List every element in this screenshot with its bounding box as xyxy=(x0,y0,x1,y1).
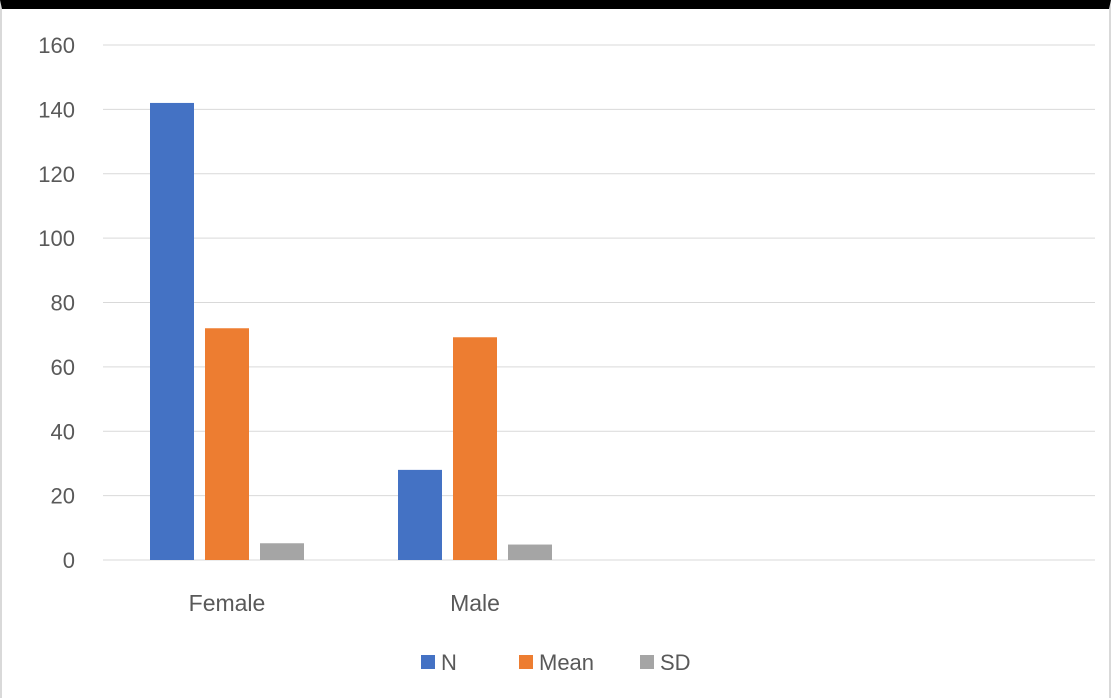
legend-swatch-sd xyxy=(640,655,654,669)
gridlines xyxy=(103,44,1095,561)
legend-swatch-n xyxy=(421,655,435,669)
bars xyxy=(150,102,552,560)
y-tick-label: 20 xyxy=(51,484,75,509)
legend-label-sd: SD xyxy=(660,650,691,675)
y-tick-label: 160 xyxy=(38,33,75,58)
bar-male-mean xyxy=(453,337,497,560)
bar-female-n xyxy=(150,102,194,560)
bar-male-sd xyxy=(508,544,552,560)
legend-label-n: N xyxy=(441,650,457,675)
legend-label-mean: Mean xyxy=(539,650,594,675)
y-tick-label: 120 xyxy=(38,162,75,187)
y-axis-tick-labels: 0 20 40 60 80 100 120 140 160 xyxy=(38,33,75,573)
x-category-label: Female xyxy=(189,590,266,616)
legend-swatch-mean xyxy=(519,655,533,669)
x-axis-category-labels: Female Male xyxy=(189,590,500,616)
y-tick-label: 60 xyxy=(51,355,75,380)
legend: N Mean SD xyxy=(421,650,691,675)
bar-male-n xyxy=(398,469,442,560)
bar-female-mean xyxy=(205,328,249,560)
y-tick-label: 80 xyxy=(51,291,75,316)
y-tick-label: 140 xyxy=(38,97,75,122)
y-tick-label: 0 xyxy=(63,548,75,573)
bar-female-sd xyxy=(260,543,304,560)
y-tick-label: 100 xyxy=(38,226,75,251)
x-category-label: Male xyxy=(450,590,500,616)
y-tick-label: 40 xyxy=(51,419,75,444)
